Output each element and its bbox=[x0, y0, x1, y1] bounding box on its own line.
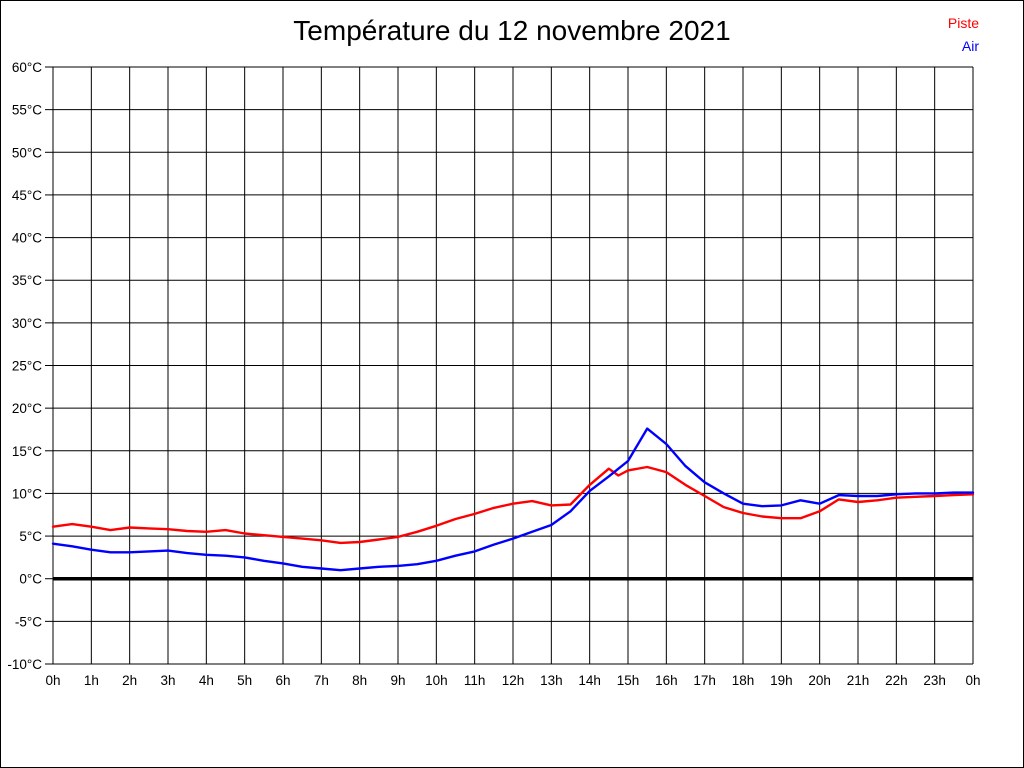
y-tick-label: 15°C bbox=[12, 444, 42, 459]
y-tick-label: 30°C bbox=[12, 316, 42, 331]
x-tick-label: 0h bbox=[45, 673, 60, 688]
x-tick-label: 10h bbox=[425, 673, 448, 688]
y-tick-label: 10°C bbox=[12, 486, 42, 501]
x-tick-label: 14h bbox=[578, 673, 601, 688]
x-tick-label: 8h bbox=[352, 673, 367, 688]
x-tick-label: 18h bbox=[732, 673, 755, 688]
y-tick-label: 40°C bbox=[12, 231, 42, 246]
y-tick-label: -5°C bbox=[15, 614, 42, 629]
x-tick-label: 23h bbox=[923, 673, 946, 688]
y-tick-label: 0°C bbox=[19, 572, 42, 587]
x-tick-label: 3h bbox=[160, 673, 175, 688]
x-tick-label: 16h bbox=[655, 673, 678, 688]
x-tick-label: 1h bbox=[84, 673, 99, 688]
series-line-air bbox=[51, 427, 975, 572]
y-tick-label: 20°C bbox=[12, 401, 42, 416]
x-tick-label: 2h bbox=[122, 673, 137, 688]
legend: Piste Air bbox=[948, 12, 979, 58]
x-tick-label: 12h bbox=[502, 673, 525, 688]
y-tick-label: -10°C bbox=[7, 657, 42, 672]
x-tick-label: 21h bbox=[847, 673, 870, 688]
x-tick-label: 4h bbox=[199, 673, 214, 688]
x-tick-label: 17h bbox=[693, 673, 716, 688]
x-tick-label: 20h bbox=[808, 673, 831, 688]
chart-title: Température du 12 novembre 2021 bbox=[293, 15, 731, 46]
x-tick-label: 11h bbox=[464, 673, 486, 688]
series-line-piste bbox=[51, 465, 975, 545]
x-tick-label: 6h bbox=[275, 673, 290, 688]
y-tick-label: 25°C bbox=[12, 359, 42, 374]
x-tick-label: 5h bbox=[237, 673, 252, 688]
y-tick-label: 45°C bbox=[12, 188, 42, 203]
legend-piste-label: Piste bbox=[947, 15, 979, 31]
x-tick-label: 9h bbox=[390, 673, 405, 688]
x-tick-label: 19h bbox=[770, 673, 793, 688]
y-tick-label: 50°C bbox=[12, 145, 42, 160]
y-tick-label: 5°C bbox=[19, 529, 42, 544]
y-tick-label: 55°C bbox=[12, 103, 42, 118]
y-tick-label: 35°C bbox=[12, 273, 42, 288]
x-tick-label: 22h bbox=[885, 673, 908, 688]
x-tick-label: 15h bbox=[617, 673, 640, 688]
x-tick-label: 0h bbox=[965, 673, 980, 688]
legend-air-label: Air bbox=[961, 38, 979, 54]
x-tick-label: 7h bbox=[314, 673, 329, 688]
x-tick-label: 13h bbox=[540, 673, 563, 688]
y-tick-label: 60°C bbox=[12, 60, 42, 75]
